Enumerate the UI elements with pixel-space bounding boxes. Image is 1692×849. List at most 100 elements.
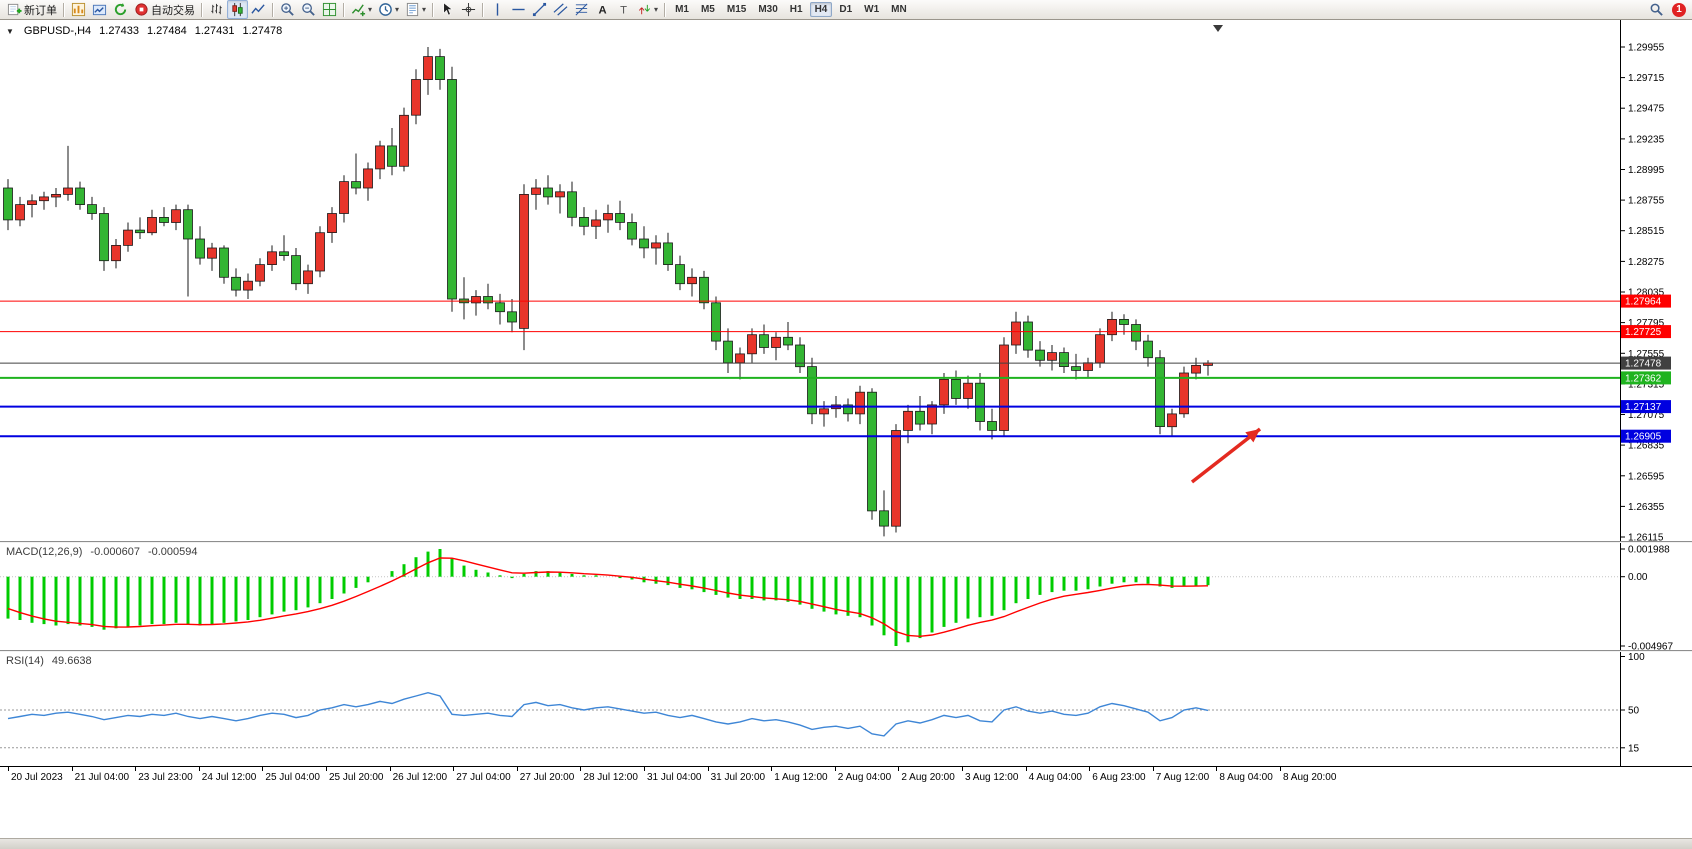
arrows-button[interactable]: ▾ <box>634 0 661 19</box>
bull-candle <box>735 353 745 364</box>
templates-button[interactable]: ▾ <box>402 0 429 19</box>
bear-candle <box>1131 324 1141 342</box>
price-tag[interactable] <box>1621 429 1671 443</box>
refresh-icon <box>113 2 128 17</box>
cursor-button[interactable] <box>437 0 458 19</box>
trendline-button[interactable] <box>529 0 550 19</box>
tf-h4-button[interactable]: H4 <box>809 2 833 17</box>
candlestick-chart-button[interactable] <box>227 0 248 19</box>
rsi-axis-label: 50 <box>1628 706 1640 717</box>
tile-windows-button[interactable] <box>319 0 340 19</box>
time-axis-tick <box>198 767 200 771</box>
fibonacci-button[interactable] <box>571 0 592 19</box>
tf-h1-button[interactable]: H1 <box>789 4 803 15</box>
new-order-button[interactable]: 新订单 <box>4 0 60 19</box>
time-axis-label: 6 Aug 23:00 <box>1092 772 1146 783</box>
bear-candle <box>1119 318 1129 325</box>
price-chart-panel[interactable]: 1.29955 1.29715 1.29475 1.29235 1.28995 1.287… <box>0 20 1692 541</box>
bull-candle <box>399 114 409 167</box>
line-chart-icon <box>251 2 266 17</box>
bars-icon <box>209 2 224 17</box>
time-axis[interactable]: 20 Jul 2023 21 Jul 04:00 23 Jul 23:00 24 Ju… <box>0 766 1692 787</box>
bear-candle <box>639 238 649 249</box>
price-tag[interactable] <box>1621 325 1671 339</box>
ohlc-close: 1.27478 <box>242 25 283 37</box>
periods-button[interactable]: ▾ <box>375 0 402 19</box>
time-axis-label: 31 Jul 04:00 <box>647 772 702 783</box>
rsi-indicator-label: RSI(14) 49.6638 <box>6 655 92 667</box>
time-axis-label: 27 Jul 20:00 <box>519 772 575 783</box>
tile-windows-icon <box>322 2 337 17</box>
vertical-line-button[interactable] <box>487 0 508 19</box>
tf-m30-button[interactable]: M30 <box>758 4 778 15</box>
bear-candle <box>195 238 205 259</box>
chevron-down-icon: ▾ <box>395 4 400 14</box>
autotrading-button[interactable]: 自动交易 <box>131 0 198 19</box>
bear-candle <box>183 209 193 240</box>
bear-candle <box>99 213 109 262</box>
price-tag[interactable] <box>1621 371 1671 385</box>
bear-candle <box>1143 340 1153 359</box>
time-axis-tick <box>834 767 836 771</box>
macd-indicator-panel[interactable]: 0.001988 0.00 -0.004967 <box>0 543 1692 650</box>
tf-w1-button[interactable]: W1 <box>864 4 880 15</box>
bull-candle <box>111 244 121 262</box>
bear-candle <box>447 79 457 300</box>
tf-mn-button[interactable]: MN <box>891 4 907 15</box>
symbol-label: GBPUSD-,H4 <box>23 25 92 37</box>
text-label-button[interactable]: T <box>613 0 634 19</box>
profiles-button[interactable] <box>89 0 110 19</box>
channel-button[interactable] <box>550 0 571 19</box>
bull-candle <box>243 280 253 291</box>
panel-splitter[interactable] <box>0 650 1692 652</box>
line-chart-button[interactable] <box>248 0 269 19</box>
bear-candle <box>3 187 13 221</box>
panel-splitter[interactable] <box>0 541 1692 543</box>
time-axis-tick <box>898 767 900 771</box>
price-tag[interactable] <box>1621 356 1671 370</box>
autotrading-icon <box>134 2 149 17</box>
price-tag-label: 1.27478 <box>1625 359 1662 370</box>
text-button[interactable]: A <box>592 0 613 19</box>
time-axis-tick <box>135 767 137 771</box>
bear-candle <box>75 187 85 206</box>
tf-m15-button[interactable]: M15 <box>726 4 747 15</box>
tf-d1-button[interactable]: D1 <box>839 4 853 15</box>
refresh-button[interactable] <box>110 0 131 19</box>
macd-axis-label: 0.00 <box>1628 572 1648 583</box>
horizontal-line-button[interactable] <box>508 0 529 19</box>
notification-count-badge[interactable]: 1 <box>1672 2 1686 17</box>
bear-candle <box>1023 321 1033 351</box>
bear-candle <box>567 191 577 218</box>
time-axis-label: 25 Jul 20:00 <box>329 772 384 783</box>
annotation-arrowhead[interactable] <box>1245 429 1260 443</box>
bear-candle <box>291 255 301 285</box>
bull-candle <box>1095 334 1105 364</box>
new-chart-button[interactable] <box>68 0 89 19</box>
annotation-arrow-line[interactable] <box>1190 427 1262 484</box>
crosshair-button[interactable] <box>458 0 479 19</box>
tf-m1-button[interactable]: M1 <box>675 4 689 15</box>
time-axis-tick <box>71 767 73 771</box>
price-tag[interactable] <box>1621 294 1671 308</box>
collapse-triangle-icon[interactable]: ▼ <box>6 26 14 36</box>
toolbar-divider <box>343 2 345 17</box>
ohlc-high: 1.27484 <box>146 25 187 37</box>
chart-shift-marker[interactable] <box>1213 25 1223 32</box>
bear-candle <box>159 216 169 223</box>
zoom-in-button[interactable] <box>277 0 298 19</box>
price-tag[interactable] <box>1621 400 1671 414</box>
bear-candle <box>579 216 589 227</box>
indicators-button[interactable]: ▾ <box>348 0 375 19</box>
bar-chart-button[interactable] <box>206 0 227 19</box>
time-axis-label: 28 Jul 12:00 <box>583 772 638 783</box>
time-axis-label: 25 Jul 04:00 <box>265 772 320 783</box>
tf-m5-button[interactable]: M5 <box>700 4 715 15</box>
rsi-indicator-panel[interactable]: 100 50 15 <box>0 652 1692 766</box>
bear-candle <box>279 251 289 257</box>
bear-candle <box>507 311 517 323</box>
zoom-out-button[interactable] <box>298 0 319 19</box>
bear-candle <box>843 404 853 415</box>
search-button[interactable] <box>1646 0 1667 19</box>
